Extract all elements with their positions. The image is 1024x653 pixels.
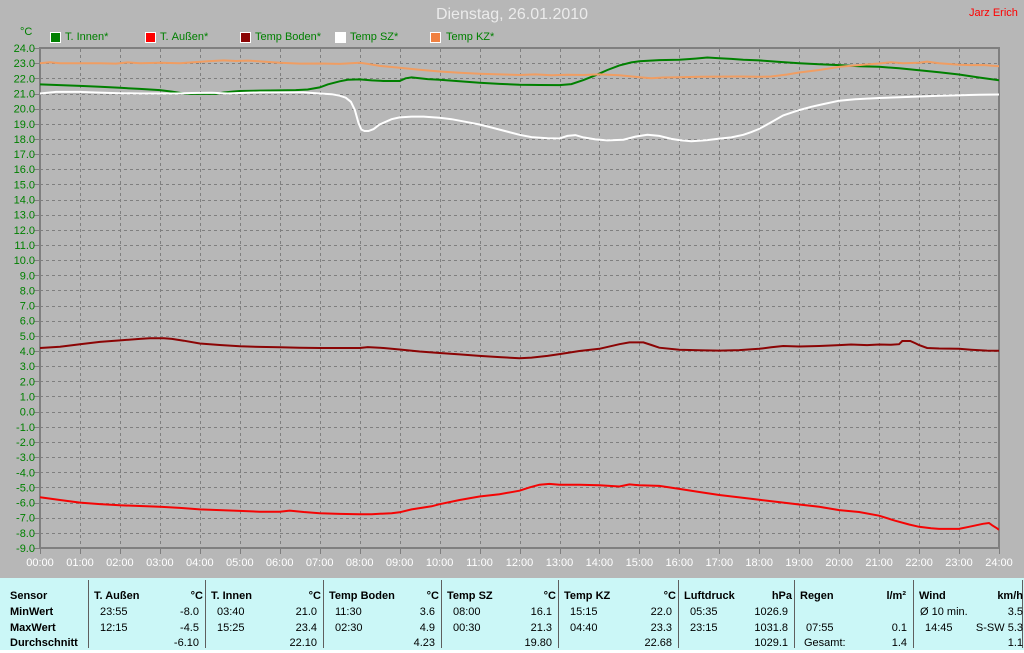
svg-text:11.0: 11.0 <box>14 240 35 252</box>
svg-text:24:00: 24:00 <box>985 557 1013 569</box>
svg-text:13:00: 13:00 <box>546 557 574 569</box>
svg-text:05:00: 05:00 <box>226 557 254 569</box>
svg-text:20.0: 20.0 <box>14 104 35 116</box>
svg-text:7.0: 7.0 <box>20 301 35 313</box>
svg-text:18.0: 18.0 <box>14 134 35 146</box>
svg-text:12.0: 12.0 <box>14 225 35 237</box>
svg-text:24.0: 24.0 <box>14 43 35 55</box>
svg-text:15:00: 15:00 <box>626 557 654 569</box>
svg-text:08:00: 08:00 <box>346 557 374 569</box>
svg-text:11:00: 11:00 <box>466 557 493 569</box>
svg-text:17.0: 17.0 <box>14 149 35 161</box>
svg-text:17:00: 17:00 <box>706 557 734 569</box>
svg-text:-9.0: -9.0 <box>16 543 35 555</box>
svg-text:-5.0: -5.0 <box>16 482 35 494</box>
svg-text:23.0: 23.0 <box>14 58 35 70</box>
svg-text:10.0: 10.0 <box>14 255 35 267</box>
svg-text:00:00: 00:00 <box>26 557 54 569</box>
svg-text:-6.0: -6.0 <box>16 498 35 510</box>
svg-text:3.0: 3.0 <box>20 361 35 373</box>
svg-text:-7.0: -7.0 <box>16 513 35 525</box>
svg-text:4.0: 4.0 <box>20 346 35 358</box>
svg-text:18:00: 18:00 <box>745 557 773 569</box>
svg-text:-3.0: -3.0 <box>16 452 35 464</box>
svg-text:9.0: 9.0 <box>20 270 35 282</box>
svg-text:2.0: 2.0 <box>20 376 35 388</box>
svg-text:-8.0: -8.0 <box>16 528 35 540</box>
svg-text:19:00: 19:00 <box>785 557 813 569</box>
svg-text:13.0: 13.0 <box>14 210 35 222</box>
svg-text:21:00: 21:00 <box>865 557 893 569</box>
svg-text:23:00: 23:00 <box>945 557 973 569</box>
svg-text:-1.0: -1.0 <box>16 422 35 434</box>
svg-text:21.0: 21.0 <box>14 89 35 101</box>
svg-text:04:00: 04:00 <box>186 557 214 569</box>
svg-text:01:00: 01:00 <box>66 557 94 569</box>
svg-text:03:00: 03:00 <box>146 557 174 569</box>
svg-text:09:00: 09:00 <box>386 557 414 569</box>
svg-text:12:00: 12:00 <box>506 557 534 569</box>
svg-text:15.0: 15.0 <box>14 179 35 191</box>
svg-text:14:00: 14:00 <box>586 557 614 569</box>
svg-text:02:00: 02:00 <box>106 557 134 569</box>
svg-text:-2.0: -2.0 <box>16 437 35 449</box>
svg-text:16.0: 16.0 <box>14 164 35 176</box>
svg-text:0.0: 0.0 <box>20 407 35 419</box>
svg-text:14.0: 14.0 <box>14 195 35 207</box>
svg-text:8.0: 8.0 <box>20 285 35 297</box>
svg-text:06:00: 06:00 <box>266 557 294 569</box>
svg-text:07:00: 07:00 <box>306 557 334 569</box>
svg-text:1.0: 1.0 <box>20 392 35 404</box>
svg-text:19.0: 19.0 <box>14 119 35 131</box>
svg-text:20:00: 20:00 <box>825 557 853 569</box>
svg-text:10:00: 10:00 <box>426 557 454 569</box>
svg-text:22.0: 22.0 <box>14 73 35 85</box>
svg-text:6.0: 6.0 <box>20 316 35 328</box>
svg-text:22:00: 22:00 <box>905 557 933 569</box>
svg-text:5.0: 5.0 <box>20 331 35 343</box>
svg-text:-4.0: -4.0 <box>16 467 35 479</box>
svg-text:16:00: 16:00 <box>666 557 694 569</box>
